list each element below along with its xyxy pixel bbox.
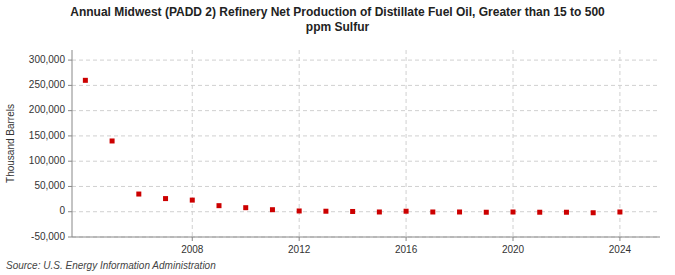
tick-mark — [68, 110, 72, 111]
tick-mark — [299, 237, 300, 241]
axis-line — [72, 50, 73, 237]
point — [83, 78, 88, 83]
tick-label: 2024 — [609, 244, 632, 255]
point — [110, 138, 115, 143]
grid-line — [72, 85, 660, 86]
point — [350, 209, 355, 214]
tick-label: -50,000 — [31, 231, 65, 242]
tick-mark — [619, 237, 620, 241]
point — [430, 209, 435, 214]
y-axis: -50,000 0 50,000 100,000 150,000 200,000 250,0… — [29, 50, 72, 242]
grid-line — [72, 60, 660, 61]
tick-mark — [68, 60, 72, 61]
source-note: Source: U.S. Energy Information Administ… — [6, 260, 216, 271]
grid-line — [72, 237, 660, 238]
tick-label: 2008 — [181, 244, 204, 255]
grid-line — [72, 110, 660, 111]
axis-title: Thousand Barrels — [5, 104, 16, 183]
point — [617, 209, 622, 214]
x-axis: 2008 2012 2016 2020 2024 — [72, 237, 660, 255]
grid-line — [513, 50, 514, 237]
point — [323, 209, 328, 214]
points — [83, 78, 623, 215]
grid-line — [72, 211, 660, 212]
grid-line — [619, 50, 620, 237]
point — [136, 192, 141, 197]
tick-mark — [68, 135, 72, 136]
tick-label: 250,000 — [29, 79, 66, 90]
tick-mark — [192, 237, 193, 241]
tick-mark — [68, 186, 72, 187]
grid-line — [72, 186, 660, 187]
tick-mark — [68, 211, 72, 212]
tick-label: 100,000 — [29, 155, 66, 166]
point — [537, 210, 542, 215]
point — [484, 210, 489, 215]
point — [243, 205, 248, 210]
title: Annual Midwest (PADD 2) Refinery Net Pro… — [70, 5, 605, 34]
chart: -50,000 0 50,000 100,000 150,000 200,000 250,0… — [0, 0, 675, 275]
grid-line — [72, 135, 660, 136]
point — [190, 198, 195, 203]
tick-mark — [513, 237, 514, 241]
tick-label: 300,000 — [29, 54, 66, 65]
point — [297, 208, 302, 213]
point — [404, 209, 409, 214]
point — [564, 210, 569, 215]
tick-label: 150,000 — [29, 130, 66, 141]
tick-mark — [68, 161, 72, 162]
grid-line — [72, 161, 660, 162]
grid-line — [192, 50, 193, 237]
point — [511, 209, 516, 214]
tick-label: 200,000 — [29, 104, 66, 115]
grid — [72, 50, 660, 237]
axis-line — [72, 237, 660, 238]
tick-label: 50,000 — [34, 180, 65, 191]
point — [377, 209, 382, 214]
point — [163, 196, 168, 201]
point — [591, 210, 596, 215]
tick-label: 2012 — [288, 244, 311, 255]
tick-mark — [406, 237, 407, 241]
tick-label: 2016 — [395, 244, 418, 255]
point — [270, 207, 275, 212]
point — [457, 209, 462, 214]
tick-label: 0 — [59, 205, 65, 216]
point — [217, 203, 222, 208]
tick-mark — [68, 85, 72, 86]
tick-label: 2020 — [502, 244, 525, 255]
tick-mark — [68, 237, 72, 238]
